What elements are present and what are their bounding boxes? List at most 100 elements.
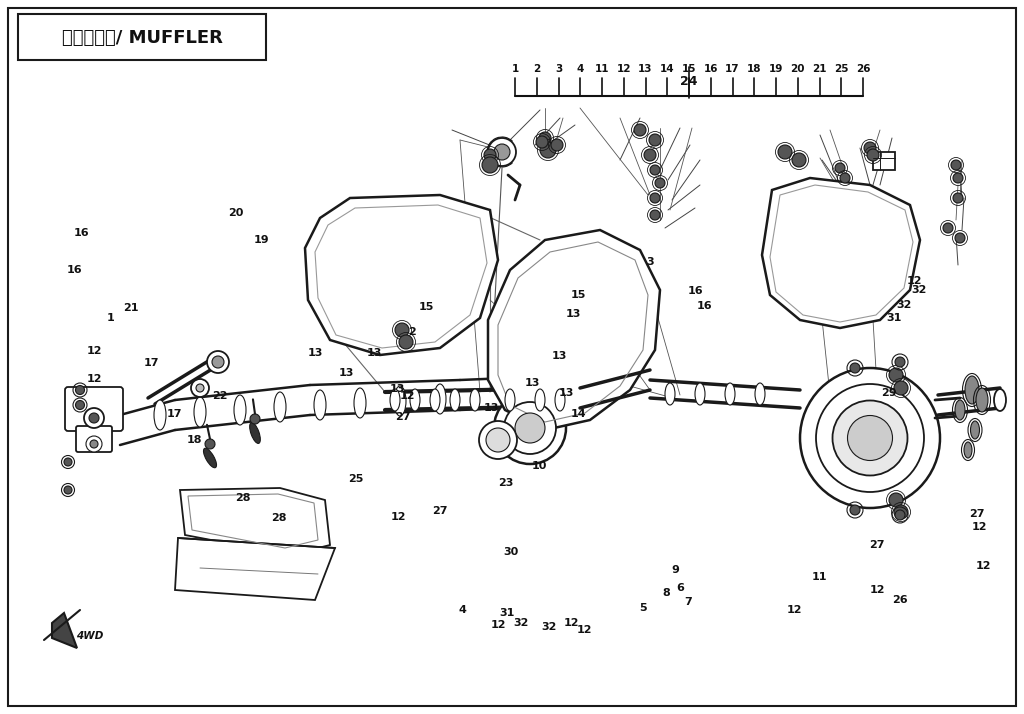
Ellipse shape <box>665 383 675 405</box>
Ellipse shape <box>536 136 548 148</box>
Text: 3: 3 <box>646 257 654 267</box>
Ellipse shape <box>86 436 102 452</box>
Text: 13: 13 <box>551 351 567 361</box>
Ellipse shape <box>895 510 905 520</box>
Text: 19: 19 <box>769 64 783 74</box>
FancyBboxPatch shape <box>76 426 112 452</box>
Ellipse shape <box>951 160 961 170</box>
Ellipse shape <box>65 486 72 494</box>
Text: 1: 1 <box>511 64 518 74</box>
Ellipse shape <box>976 388 988 412</box>
Text: 16: 16 <box>67 265 83 275</box>
Ellipse shape <box>755 383 765 405</box>
Text: 12: 12 <box>869 585 886 595</box>
Text: 12: 12 <box>563 618 580 628</box>
Ellipse shape <box>792 153 806 167</box>
Text: 17: 17 <box>725 64 739 74</box>
Text: 16: 16 <box>696 301 713 311</box>
Ellipse shape <box>450 389 460 411</box>
Text: 24: 24 <box>680 75 697 88</box>
Ellipse shape <box>434 384 446 414</box>
Text: 13: 13 <box>638 64 652 74</box>
Ellipse shape <box>895 357 905 367</box>
Ellipse shape <box>194 397 206 427</box>
Ellipse shape <box>540 142 556 158</box>
Polygon shape <box>180 488 330 555</box>
Text: 排气消声器/ MUFFLER: 排气消声器/ MUFFLER <box>61 29 222 47</box>
Ellipse shape <box>205 439 215 449</box>
Ellipse shape <box>555 389 565 411</box>
Text: 16: 16 <box>687 286 703 296</box>
Text: 26: 26 <box>892 595 908 605</box>
Ellipse shape <box>207 351 229 373</box>
Ellipse shape <box>848 416 893 461</box>
Text: 6: 6 <box>676 583 684 593</box>
Text: 20: 20 <box>227 208 244 218</box>
Ellipse shape <box>650 165 660 175</box>
Text: 13: 13 <box>565 309 582 319</box>
Polygon shape <box>762 178 920 328</box>
Ellipse shape <box>955 233 965 243</box>
Text: 12: 12 <box>971 522 987 532</box>
Ellipse shape <box>953 173 963 183</box>
Text: 7: 7 <box>684 597 692 607</box>
Ellipse shape <box>994 389 1006 411</box>
Ellipse shape <box>889 493 903 507</box>
Text: 13: 13 <box>524 378 541 388</box>
Text: 12: 12 <box>577 625 593 635</box>
Ellipse shape <box>505 389 515 411</box>
Ellipse shape <box>395 323 409 337</box>
Text: 25: 25 <box>347 474 364 484</box>
Ellipse shape <box>470 389 480 411</box>
Text: 12: 12 <box>86 374 102 384</box>
Text: 12: 12 <box>390 512 407 522</box>
Ellipse shape <box>850 363 860 373</box>
Text: 12: 12 <box>906 276 923 286</box>
Ellipse shape <box>410 389 420 411</box>
Text: 32: 32 <box>513 618 529 628</box>
Text: 18: 18 <box>746 64 762 74</box>
Ellipse shape <box>484 149 496 161</box>
Text: 2: 2 <box>408 327 416 337</box>
Ellipse shape <box>955 400 965 420</box>
Text: 13: 13 <box>558 388 574 398</box>
Text: 13: 13 <box>367 348 383 358</box>
Ellipse shape <box>90 440 98 448</box>
Ellipse shape <box>399 335 413 349</box>
Ellipse shape <box>76 386 85 395</box>
Ellipse shape <box>971 421 980 439</box>
Ellipse shape <box>778 145 792 159</box>
Ellipse shape <box>650 193 660 203</box>
Text: 31: 31 <box>499 608 515 618</box>
Text: 12: 12 <box>490 620 507 630</box>
Ellipse shape <box>354 388 366 418</box>
Ellipse shape <box>695 383 705 405</box>
Text: 14: 14 <box>570 409 587 419</box>
Polygon shape <box>175 538 335 600</box>
Ellipse shape <box>894 381 908 395</box>
Ellipse shape <box>655 178 665 188</box>
Text: 8: 8 <box>663 588 671 598</box>
Text: 16: 16 <box>703 64 718 74</box>
Text: 10: 10 <box>531 461 548 471</box>
Text: 11: 11 <box>595 64 609 74</box>
Ellipse shape <box>943 223 953 233</box>
Polygon shape <box>488 230 660 430</box>
Text: 32: 32 <box>910 285 927 295</box>
Ellipse shape <box>650 210 660 220</box>
Text: 16: 16 <box>74 228 90 238</box>
Text: 12: 12 <box>786 605 803 615</box>
Ellipse shape <box>430 389 440 411</box>
Ellipse shape <box>84 408 104 428</box>
Ellipse shape <box>191 379 209 397</box>
Text: 17: 17 <box>166 409 182 419</box>
Ellipse shape <box>250 423 260 443</box>
Ellipse shape <box>816 384 924 492</box>
Ellipse shape <box>634 124 646 136</box>
Text: 9: 9 <box>671 565 679 575</box>
Text: 27: 27 <box>868 540 885 550</box>
Ellipse shape <box>964 442 972 458</box>
Text: 2: 2 <box>534 64 541 74</box>
Ellipse shape <box>833 401 907 476</box>
Text: 20: 20 <box>791 64 805 74</box>
